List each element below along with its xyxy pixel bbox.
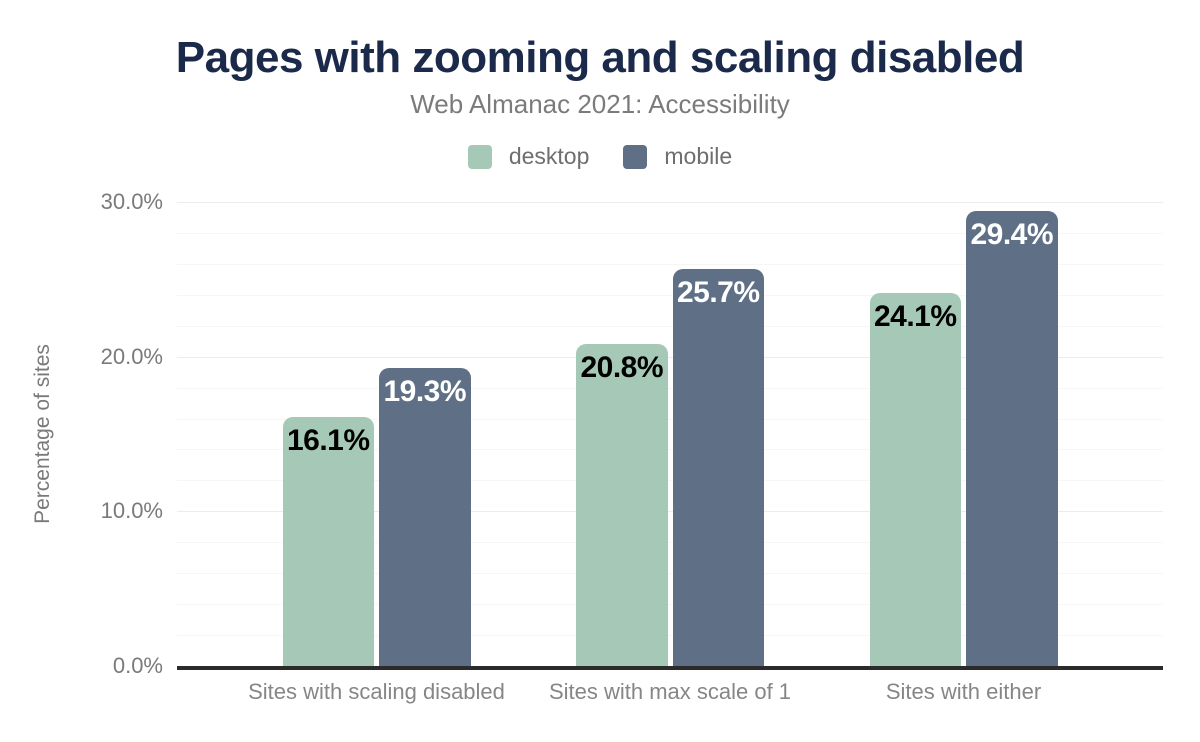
chart-title: Pages with zooming and scaling disabled xyxy=(175,33,1025,82)
bar-desktop: 16.1% xyxy=(282,417,374,666)
bar-mobile: 29.4% xyxy=(966,211,1058,666)
legend-swatch-mobile xyxy=(623,144,648,169)
x-axis-category-label: Sites with scaling disabled xyxy=(248,679,505,704)
gridline-minor xyxy=(177,604,1163,606)
legend-swatch-desktop xyxy=(467,144,492,169)
y-tick-label: 30.0% xyxy=(100,189,163,214)
bar-value-label: 29.4% xyxy=(970,218,1054,252)
bar-value-label: 24.1% xyxy=(873,300,957,334)
bar-value-label: 25.7% xyxy=(676,275,760,309)
bar-mobile: 25.7% xyxy=(672,268,764,666)
legend: desktop mobile xyxy=(0,143,1200,170)
bar-value-label: 19.3% xyxy=(383,374,467,408)
gridline-minor xyxy=(177,480,1163,482)
y-tick-label: 0.0% xyxy=(112,653,163,678)
plot-area: 16.1% 19.3% Sites with scaling disabled 20.… xyxy=(177,202,1163,704)
bar-group: 24.1% 29.4% Sites with either xyxy=(869,202,1058,704)
y-tick-label: 20.0% xyxy=(100,343,163,369)
legend-item-mobile: mobile xyxy=(623,143,732,170)
chart-subtitle: Web Almanac 2021: Accessibility xyxy=(410,89,790,119)
bar-group: 20.8% 25.7% Sites with max scale of 1 xyxy=(549,202,791,704)
gridline-major xyxy=(177,202,1163,203)
gridline-minor xyxy=(177,232,1163,234)
x-axis-line xyxy=(177,666,1163,670)
bar-mobile: 19.3% xyxy=(379,367,471,666)
gridline-minor xyxy=(177,573,1163,575)
gridline-minor xyxy=(177,387,1163,389)
legend-label: mobile xyxy=(664,143,733,169)
bar-groups: 16.1% 19.3% Sites with scaling disabled 20.… xyxy=(177,202,1163,704)
gridline-minor xyxy=(177,449,1163,451)
gridline-minor xyxy=(177,263,1163,265)
bar-group: 16.1% 19.3% Sites with scaling disabled xyxy=(248,202,505,704)
bar-value-label: 20.8% xyxy=(580,351,664,385)
x-axis-category-label: Sites with max scale of 1 xyxy=(548,679,792,704)
legend-label: desktop xyxy=(508,143,590,169)
legend-item-desktop: desktop xyxy=(467,143,590,170)
gridline-minor xyxy=(177,542,1163,544)
gridline-minor xyxy=(177,418,1163,420)
x-axis-category-label: Sites with either xyxy=(885,679,1042,704)
gridline-minor xyxy=(177,325,1163,327)
gridline-minor xyxy=(177,294,1163,296)
gridline-major xyxy=(177,356,1163,358)
bar-desktop: 20.8% xyxy=(576,344,668,666)
bar-value-label: 16.1% xyxy=(286,424,370,457)
gridline-major xyxy=(177,511,1163,513)
bar-desktop: 24.1% xyxy=(869,293,961,666)
y-axis-title: Percentage of sites xyxy=(31,344,54,524)
y-tick-label: 10.0% xyxy=(100,498,163,524)
gridline-minor xyxy=(177,635,1163,637)
